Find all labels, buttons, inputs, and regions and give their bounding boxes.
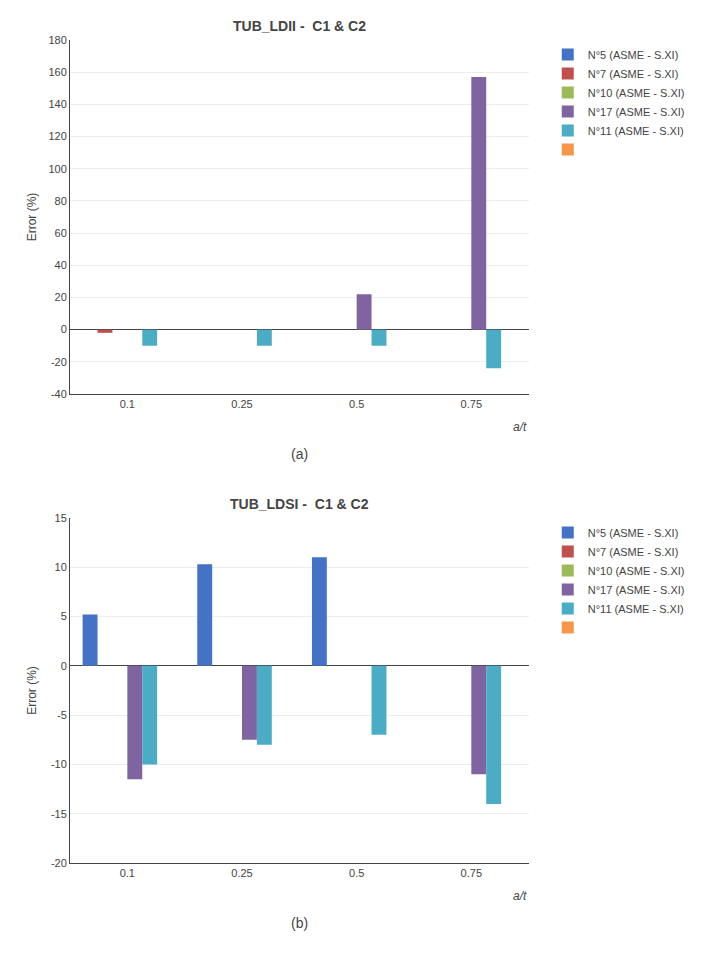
svg-text:0.25: 0.25	[231, 398, 252, 410]
svg-text:0.75: 0.75	[461, 398, 482, 410]
svg-text:N°10 (ASME - S.XI): N°10 (ASME - S.XI)	[588, 87, 685, 99]
svg-text:100: 100	[48, 163, 66, 175]
svg-text:0.1: 0.1	[120, 867, 135, 879]
svg-text:0.5: 0.5	[349, 867, 364, 879]
svg-text:60: 60	[55, 227, 67, 239]
svg-text:N°11 (ASME - S.XI): N°11 (ASME - S.XI)	[588, 603, 684, 615]
svg-text:(b): (b)	[291, 915, 308, 931]
svg-text:10: 10	[55, 561, 67, 573]
svg-text:180: 180	[48, 34, 66, 46]
svg-text:120: 120	[48, 130, 66, 142]
svg-text:-15: -15	[51, 808, 67, 820]
svg-text:N°7 (ASME - S.XI): N°7 (ASME - S.XI)	[588, 68, 679, 80]
svg-text:-5: -5	[57, 709, 67, 721]
svg-text:-10: -10	[51, 758, 67, 770]
svg-text:TUB_LDSI - C1 & C2: TUB_LDSI - C1 & C2	[230, 496, 369, 512]
svg-text:20: 20	[55, 291, 67, 303]
svg-text:0: 0	[61, 323, 67, 335]
svg-text:-40: -40	[51, 388, 67, 400]
svg-text:a/t: a/t	[513, 889, 527, 903]
svg-text:N°5 (ASME - S.XI): N°5 (ASME - S.XI)	[588, 49, 679, 61]
svg-text:TUB_LDII - C1 & C2: TUB_LDII - C1 & C2	[233, 18, 366, 34]
svg-text:5: 5	[61, 610, 67, 622]
svg-text:0.5: 0.5	[349, 398, 364, 410]
svg-text:N°10 (ASME - S.XI): N°10 (ASME - S.XI)	[588, 565, 685, 577]
svg-text:0.1: 0.1	[120, 398, 135, 410]
svg-text:Error (%): Error (%)	[25, 666, 39, 715]
svg-text:0.75: 0.75	[461, 867, 482, 879]
svg-text:a/t: a/t	[513, 420, 527, 434]
svg-text:N°17 (ASME - S.XI): N°17 (ASME - S.XI)	[588, 106, 685, 118]
svg-text:15: 15	[55, 512, 67, 524]
svg-text:80: 80	[55, 195, 67, 207]
svg-text:-20: -20	[51, 857, 67, 869]
svg-text:N°7 (ASME - S.XI): N°7 (ASME - S.XI)	[588, 546, 679, 558]
svg-text:N°11 (ASME - S.XI): N°11 (ASME - S.XI)	[588, 125, 684, 137]
svg-text:40: 40	[55, 259, 67, 271]
svg-text:0.25: 0.25	[231, 867, 252, 879]
svg-text:N°5 (ASME - S.XI): N°5 (ASME - S.XI)	[588, 527, 679, 539]
svg-text:0: 0	[61, 660, 67, 672]
svg-text:N°17 (ASME - S.XI): N°17 (ASME - S.XI)	[588, 584, 685, 596]
svg-text:-20: -20	[51, 356, 67, 368]
svg-text:(a): (a)	[291, 446, 308, 462]
svg-text:Error (%): Error (%)	[25, 193, 39, 242]
svg-text:140: 140	[48, 98, 66, 110]
svg-text:160: 160	[48, 66, 66, 78]
